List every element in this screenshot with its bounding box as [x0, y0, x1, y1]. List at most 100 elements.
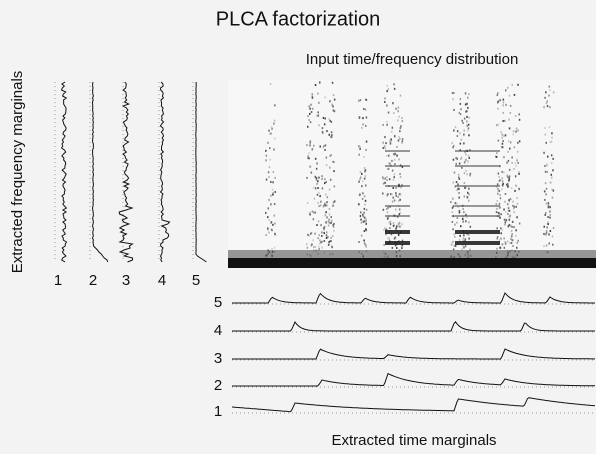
- spectrogram-speck: [465, 153, 467, 156]
- spectrogram-speck: [330, 219, 333, 222]
- spectrogram-speck: [468, 93, 470, 96]
- spectrogram-speck: [362, 192, 364, 195]
- spectrogram-speck: [384, 136, 386, 139]
- spectrogram-speck: [333, 200, 336, 203]
- spectrogram-speck: [272, 170, 275, 173]
- spectrogram-speck: [308, 234, 310, 237]
- component-label: 4: [158, 272, 166, 289]
- spectrogram-speck: [324, 96, 326, 99]
- spectrogram-speck: [552, 243, 554, 246]
- spectrogram-speck: [458, 176, 460, 179]
- spectrogram-speck: [498, 213, 501, 216]
- spectrogram-speck: [459, 234, 461, 237]
- spectrogram-speck: [460, 225, 462, 228]
- spectrogram-speck: [544, 96, 546, 99]
- spectrogram-band: [385, 215, 410, 217]
- component-label: 2: [214, 377, 222, 394]
- spectrogram-speck: [544, 182, 547, 185]
- time-marginal: [232, 348, 595, 360]
- spectrogram-speck: [452, 181, 455, 184]
- spectrogram-speck: [513, 226, 515, 229]
- spectrogram-speck: [457, 183, 459, 186]
- spectrogram-speck: [508, 118, 510, 121]
- spectrogram-band: [385, 165, 410, 167]
- spectrogram-speck: [463, 142, 465, 145]
- spectrogram-band: [385, 185, 410, 187]
- spectrogram-speck: [358, 180, 360, 183]
- spectrogram-speck: [552, 189, 555, 192]
- spectrogram-speck: [452, 158, 455, 161]
- spectrogram-speck: [268, 129, 270, 132]
- spectrogram-speck: [511, 225, 513, 228]
- spectrogram-speck: [552, 226, 555, 229]
- spectrogram-speck: [314, 187, 317, 190]
- spectrogram-speck: [497, 187, 499, 190]
- spectrogram-speck: [392, 222, 395, 224]
- spectrogram-speck: [313, 246, 315, 249]
- spectrogram-speck: [270, 181, 272, 183]
- spectrogram-speck: [384, 101, 386, 103]
- spectrogram-speck: [398, 199, 400, 202]
- spectrogram-speck: [269, 147, 271, 150]
- spectrogram-speck: [330, 131, 333, 134]
- spectrogram-speck: [397, 119, 399, 122]
- spectrogram-speck: [363, 220, 366, 223]
- time-marginal: [232, 372, 595, 387]
- spectrogram-speck: [397, 106, 400, 109]
- component-label: 4: [214, 322, 222, 339]
- spectrogram-speck: [333, 170, 335, 173]
- spectrogram-speck: [395, 194, 397, 197]
- spectrogram-speck: [463, 172, 466, 175]
- spectrogram-speck: [398, 221, 401, 224]
- spectrogram-speck: [386, 194, 389, 197]
- spectrogram-speck: [466, 102, 468, 105]
- spectrogram-speck: [497, 180, 500, 183]
- spectrogram-speck: [392, 196, 394, 199]
- spectrogram-speck: [399, 130, 401, 133]
- spectrogram-speck: [397, 139, 400, 142]
- spectrogram-speck: [399, 137, 401, 140]
- spectrogram-speck: [500, 237, 502, 240]
- spectrogram-speck: [321, 187, 324, 190]
- spectrogram-speck: [543, 190, 546, 193]
- spectrogram-speck: [399, 173, 401, 175]
- spectrogram-speck: [265, 178, 268, 181]
- frequency-axis-label: Extracted frequency marginals: [9, 71, 26, 274]
- spectrogram-speck: [309, 144, 311, 147]
- spectrogram-speck: [397, 204, 400, 207]
- spectrogram-speck: [397, 225, 400, 228]
- spectrogram-speck: [395, 186, 397, 189]
- spectrogram-speck: [513, 207, 515, 210]
- spectrogram-speck: [394, 236, 397, 239]
- spectrogram-speck: [511, 156, 513, 159]
- spectrogram-speck: [273, 214, 276, 217]
- spectrogram-speck: [508, 140, 510, 143]
- spectrogram-speck: [273, 203, 276, 206]
- spectrogram-speck: [389, 141, 392, 144]
- spectrogram-speck: [332, 94, 335, 97]
- spectrogram-speck: [318, 176, 320, 179]
- spectrogram-speck: [497, 211, 500, 214]
- spectrogram-speck: [452, 197, 454, 200]
- spectrogram-speck: [324, 214, 327, 217]
- spectrogram-speck: [456, 202, 458, 205]
- spectrogram-floor: [228, 250, 596, 258]
- spectrogram-speck: [320, 241, 322, 244]
- spectrogram-speck: [363, 230, 366, 232]
- spectrogram-speck: [385, 233, 387, 236]
- spectrogram-speck: [545, 102, 548, 105]
- spectrogram-speck: [358, 153, 360, 156]
- spectrogram-speck: [399, 164, 402, 167]
- spectrogram-speck: [495, 186, 498, 189]
- spectrogram-speck: [312, 239, 314, 242]
- spectrogram-speck: [386, 120, 388, 123]
- spectrogram-speck: [358, 194, 361, 197]
- spectrogram-speck: [508, 224, 510, 227]
- spectrogram-speck: [319, 81, 321, 84]
- spectrogram-speck: [451, 211, 453, 214]
- spectrogram-speck: [507, 209, 510, 212]
- spectrogram-speck: [398, 193, 400, 196]
- spectrogram-speck: [496, 236, 499, 238]
- spectrogram-speck: [544, 213, 546, 216]
